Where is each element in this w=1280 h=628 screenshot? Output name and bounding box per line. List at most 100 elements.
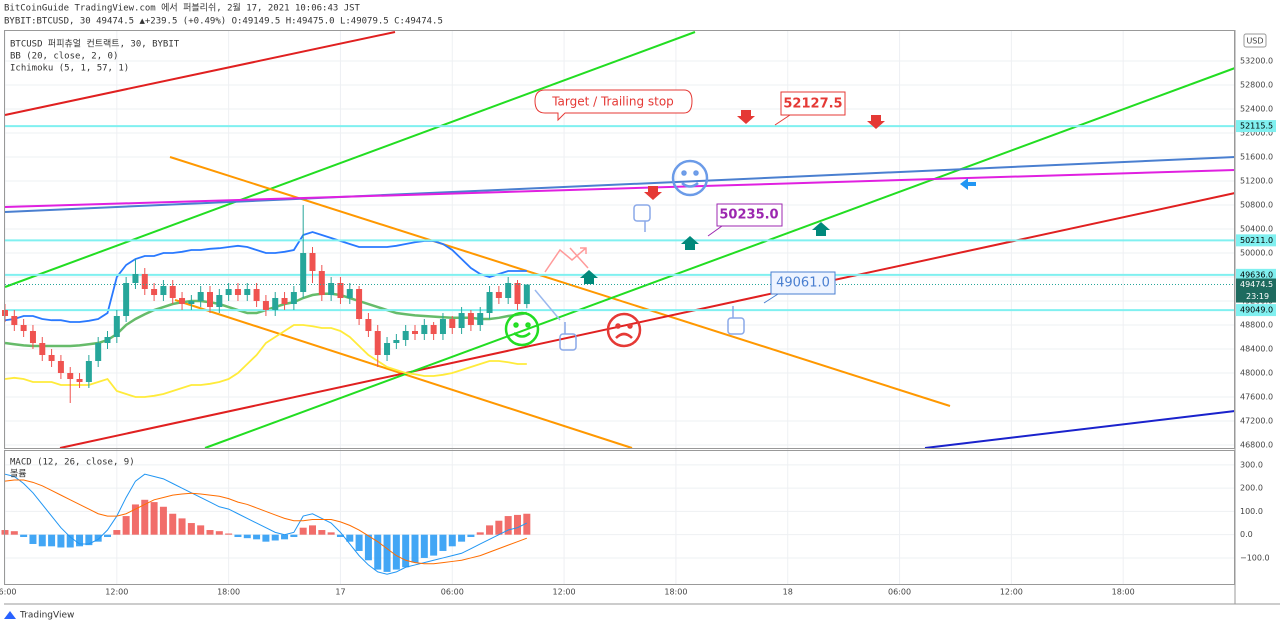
callout-pointer <box>763 293 779 304</box>
x-tick-label: 12:00 <box>553 588 576 597</box>
countdown: 23:19 <box>1246 292 1269 301</box>
icons <box>504 159 745 351</box>
level-label: 50211.0 <box>1240 236 1273 245</box>
macd-bar <box>504 516 512 535</box>
candle-body <box>188 301 195 305</box>
macd-bar <box>355 534 363 551</box>
candle-body <box>402 331 409 341</box>
candle-body <box>449 319 456 329</box>
candle-body <box>95 343 102 362</box>
macd-bar <box>299 527 307 535</box>
candle-body <box>281 298 288 305</box>
x-tick-label: 18:00 <box>1112 588 1135 597</box>
macd-bar <box>430 534 438 556</box>
y-tick-label: 100.0 <box>1240 507 1263 516</box>
left-arrow <box>960 178 976 190</box>
arrow-path <box>569 247 589 269</box>
header-line: BYBIT:BTCUSD, 30 49474.5 ▲+239.5 (+0.49%… <box>4 17 443 27</box>
macd-bar <box>76 534 84 547</box>
macd-bar <box>10 531 18 535</box>
y-tick-label: 48800.0 <box>1240 321 1273 330</box>
price-note <box>770 271 836 295</box>
candle-body <box>439 319 446 335</box>
macd-bar <box>169 513 177 535</box>
legend-entry: BTCUSD 퍼피츄얼 컨트랙트, 30, BYBIT <box>10 39 180 50</box>
candle-body <box>225 289 232 296</box>
macd-bar <box>29 534 37 544</box>
macd-bar <box>253 534 261 540</box>
candle-body <box>393 340 400 344</box>
y-tick-label: 48400.0 <box>1240 345 1273 354</box>
y-tick-label: 53200.0 <box>1240 57 1273 66</box>
candle-body <box>179 298 186 305</box>
macd-bar <box>448 534 456 547</box>
hand-icon <box>559 322 577 351</box>
y-tick-label: 300.0 <box>1240 460 1263 469</box>
y-tick-label: 0.0 <box>1240 530 1253 539</box>
macd-bar <box>346 534 354 542</box>
y-tick-label: 51600.0 <box>1240 153 1273 162</box>
grid <box>4 30 1235 584</box>
trendline <box>59 192 1236 449</box>
macd-bar <box>262 534 270 542</box>
callout-pointer <box>707 225 723 237</box>
arrow-path <box>544 247 587 273</box>
macd-bar <box>411 534 419 563</box>
level-label-bg <box>1236 234 1276 247</box>
macd-bar <box>281 534 289 540</box>
x-tick-label: 18:00 <box>217 588 240 597</box>
sad-face <box>606 312 642 348</box>
candle-body <box>346 289 353 299</box>
y-tick-label: 52800.0 <box>1240 81 1273 90</box>
x-tick-label: 06:00 <box>888 588 911 597</box>
candle-body <box>39 343 46 356</box>
callout-pointer <box>774 114 791 126</box>
y-tick-label: 52400.0 <box>1240 105 1273 114</box>
x-tick-label: 12:00 <box>1000 588 1023 597</box>
candle-body <box>234 289 241 296</box>
macd-bar <box>20 534 28 538</box>
candle-body <box>76 379 83 383</box>
candle-body <box>384 343 391 356</box>
down-arrow <box>867 115 885 129</box>
candle-body <box>104 337 111 344</box>
y-tick-label: 52000.0 <box>1240 129 1273 138</box>
macd-bar <box>467 534 475 538</box>
candle-body <box>328 283 335 296</box>
macd-bar <box>197 525 205 535</box>
macd-bar <box>514 514 521 535</box>
y-tick-label: 46800.0 <box>1240 441 1273 450</box>
macd-bar <box>374 534 382 570</box>
macd-bar <box>486 525 494 535</box>
annotation-text: 52127.5 <box>783 97 842 112</box>
indicator-line <box>4 473 528 575</box>
macd-bar <box>523 513 531 535</box>
macd-bar <box>104 534 111 538</box>
annotation-text: Target / Trailing stop <box>551 95 674 109</box>
macd-bar <box>290 534 298 538</box>
candle-body <box>85 361 92 383</box>
candle-body <box>495 292 502 299</box>
candle-body <box>113 316 120 338</box>
up-arrow <box>681 236 699 250</box>
level-label-bg <box>1236 304 1276 317</box>
macd-bar <box>187 523 195 535</box>
y-tick-label: −100.0 <box>1240 553 1270 562</box>
macd-bar <box>336 534 344 538</box>
indicator-line <box>4 324 527 398</box>
candle-body <box>356 289 363 320</box>
candle-body <box>486 292 493 314</box>
currency: USD <box>1246 37 1263 46</box>
macd-bar <box>38 534 46 547</box>
candle-body <box>160 286 167 296</box>
y-tick-label: 50000.0 <box>1240 249 1273 258</box>
candle-body <box>20 325 27 332</box>
candle-body <box>11 316 18 326</box>
macd-bar <box>439 534 447 551</box>
candle-body <box>132 274 139 284</box>
trendline <box>924 410 1236 449</box>
macd-bar <box>206 530 214 535</box>
trendline <box>4 169 1236 208</box>
down-arrow <box>644 186 662 200</box>
candle-body <box>29 331 36 344</box>
